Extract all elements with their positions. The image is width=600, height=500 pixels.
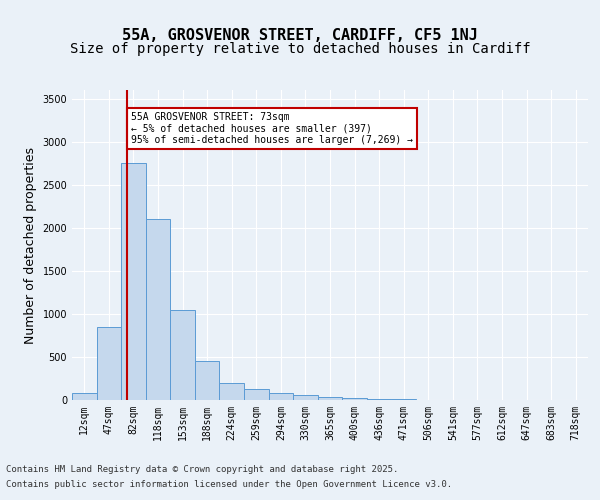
Bar [121,163,146,400]
Bar [269,393,293,400]
Bar [293,395,318,400]
Bar [146,219,170,400]
Bar [72,393,97,400]
Bar [342,398,367,400]
Bar [318,396,342,400]
Y-axis label: Number of detached properties: Number of detached properties [24,146,37,344]
Text: 55A, GROSVENOR STREET, CARDIFF, CF5 1NJ: 55A, GROSVENOR STREET, CARDIFF, CF5 1NJ [122,28,478,42]
Bar [97,327,121,400]
Text: Contains HM Land Registry data © Crown copyright and database right 2025.: Contains HM Land Registry data © Crown c… [6,465,398,474]
Text: 55A GROSVENOR STREET: 73sqm
← 5% of detached houses are smaller (397)
95% of sem: 55A GROSVENOR STREET: 73sqm ← 5% of deta… [131,112,413,144]
Bar [195,361,220,400]
Bar [220,383,244,400]
Text: Size of property relative to detached houses in Cardiff: Size of property relative to detached ho… [70,42,530,56]
Text: Contains public sector information licensed under the Open Government Licence v3: Contains public sector information licen… [6,480,452,489]
Bar [367,399,391,400]
Bar [244,389,269,400]
Bar [170,310,195,400]
